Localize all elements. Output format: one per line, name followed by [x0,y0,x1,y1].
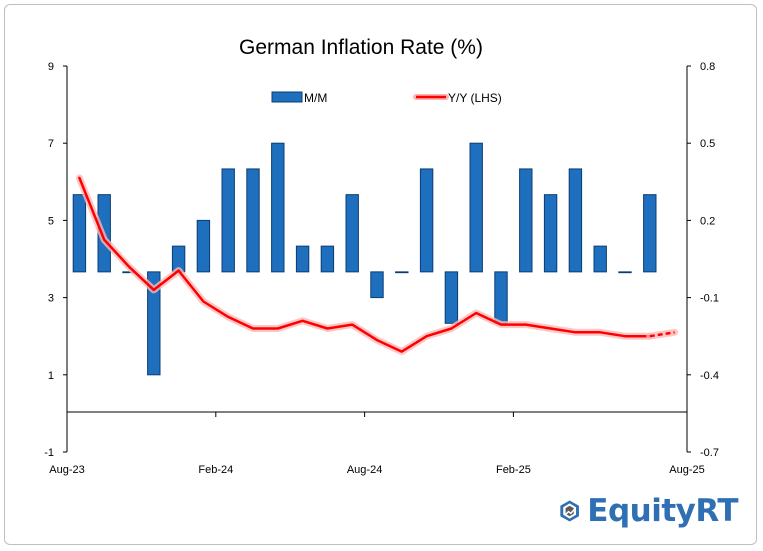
mm-bar [593,245,607,273]
legend-swatch-mm [271,91,303,103]
left-tick-label: 5 [48,215,54,227]
x-tick-label: Aug-25 [669,464,704,476]
right-tick-label: 0.2 [700,215,715,227]
mm-bar [395,271,409,274]
axes: 9 7 5 3 1 -1 0.8 0.5 0.2 -0.1 -0.4 -0.7 Aug-23 Feb-24… [44,61,719,476]
left-tick-label: 7 [48,138,54,150]
mm-bar [618,271,632,274]
mm-bar [320,245,335,273]
mm-bar [444,271,459,324]
mm-bar [196,219,211,273]
mm-bar [469,142,483,273]
mm-bar [370,271,384,299]
right-tick-label: 0.8 [700,61,715,73]
right-tick-label: -0.7 [700,447,719,459]
mm-bar [345,194,359,273]
mm-bar [643,194,657,273]
right-tick-label: -0.1 [700,293,719,305]
mm-bar [72,194,87,273]
x-tick-label: Aug-23 [49,464,84,476]
mm-bar [543,194,558,273]
left-tick-label: 1 [48,370,54,382]
legend-label-yy: Y/Y (LHS) [448,91,502,105]
legend-label-mm: M/M [304,91,327,105]
mm-bar [221,168,235,273]
mm-bar [419,168,434,273]
mm-bar [246,168,260,273]
right-tick-label: 0.5 [700,138,715,150]
left-tick-label: 9 [48,61,54,73]
mm-bar [519,168,533,273]
x-tick-label: Feb-25 [496,464,531,476]
mm-bar [568,168,583,273]
mm-bar [494,271,508,324]
yy-line-glow [75,174,654,356]
chart-title: German Inflation Rate (%) [239,36,483,59]
right-tick-label: -0.4 [700,370,719,382]
yy-line [75,174,679,356]
x-tick-label: Feb-24 [198,464,233,476]
yy-line-provisional [649,331,675,338]
left-tick-label: 3 [48,293,54,305]
mm-bar [295,245,310,273]
mm-bars [72,142,657,376]
mm-bar [147,271,161,376]
yy-line-path [78,176,652,353]
mm-bar [271,142,285,273]
equityrt-logo-icon [560,500,579,522]
equityrt-logo: EquityRT [558,488,738,534]
legend: M/M Y/Y (LHS) [271,91,502,105]
x-tick-label: Aug-24 [347,464,382,476]
left-tick-label: -1 [44,447,54,459]
equityrt-logo-text: EquityRT [587,493,738,529]
